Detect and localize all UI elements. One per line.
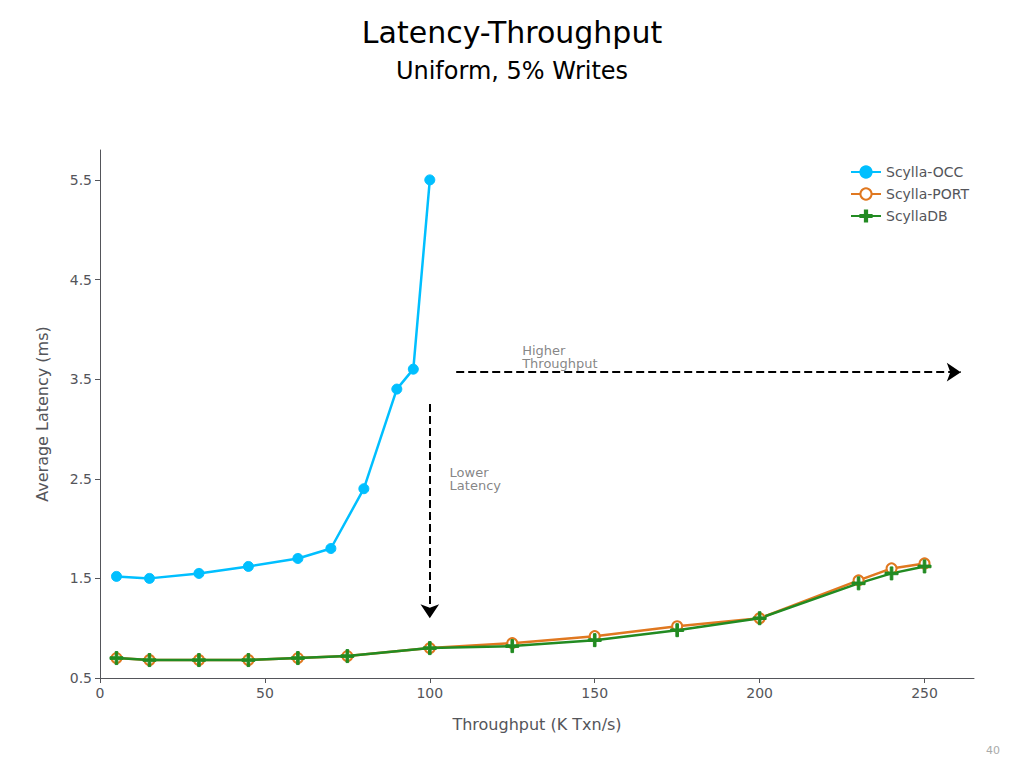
svg-text:Average Latency (ms): Average Latency (ms) — [33, 326, 52, 502]
svg-text:0: 0 — [96, 685, 105, 701]
svg-text:50: 50 — [256, 685, 274, 701]
svg-text:40: 40 — [986, 744, 1000, 757]
svg-text:5.5: 5.5 — [70, 172, 92, 188]
svg-text:Higher: Higher — [522, 343, 566, 359]
svg-text:2.5: 2.5 — [70, 471, 92, 487]
svg-text:0.5: 0.5 — [70, 670, 92, 686]
svg-text:3.5: 3.5 — [70, 371, 92, 387]
svg-text:4.5: 4.5 — [70, 272, 92, 288]
svg-text:Throughput: Throughput — [521, 356, 598, 371]
svg-text:Lower: Lower — [449, 464, 489, 480]
svg-text:Scylla-PORT: Scylla-PORT — [886, 186, 969, 202]
svg-text:250: 250 — [911, 685, 938, 701]
svg-text:Throughput (K Txn/s): Throughput (K Txn/s) — [451, 715, 621, 734]
svg-text:200: 200 — [746, 685, 773, 701]
svg-text:Scylla-OCC: Scylla-OCC — [886, 164, 963, 180]
svg-text:150: 150 — [581, 685, 608, 701]
svg-text:Latency-Throughput: Latency-Throughput — [362, 15, 663, 50]
svg-text:Latency: Latency — [450, 478, 502, 493]
svg-text:Uniform, 5% Writes: Uniform, 5% Writes — [396, 57, 628, 85]
svg-text:1.5: 1.5 — [70, 570, 92, 586]
svg-text:100: 100 — [416, 685, 443, 701]
svg-text:ScyllaDB: ScyllaDB — [886, 208, 948, 224]
